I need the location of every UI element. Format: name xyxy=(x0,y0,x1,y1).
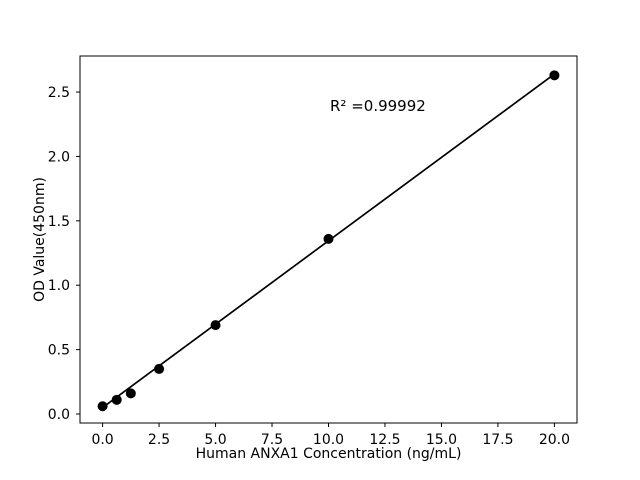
x-tick-label: 0.0 xyxy=(91,432,113,448)
x-tick-label: 17.5 xyxy=(482,432,513,448)
x-axis-label: Human ANXA1 Concentration (ng/mL) xyxy=(196,446,462,462)
x-tick-label: 5.0 xyxy=(204,432,226,448)
data-point xyxy=(549,70,560,81)
x-tick-label: 2.5 xyxy=(148,432,170,448)
data-point xyxy=(97,401,108,412)
x-tick-label: 12.5 xyxy=(369,432,400,448)
data-point xyxy=(154,363,165,374)
x-tick-label: 10.0 xyxy=(313,432,344,448)
r-squared-annotation: R² =0.99992 xyxy=(330,97,426,115)
y-tick-label: 2.5 xyxy=(48,85,70,101)
plot-area: 0.0 2.5 5.0 7.5 10.0 12.5 15.0 17.5 20.0 0.0 0.5 1.… xyxy=(48,55,578,448)
data-point xyxy=(125,388,136,399)
y-tick-label: 2.0 xyxy=(48,149,70,165)
y-tick-label: 0.0 xyxy=(48,407,70,423)
y-tick-label: 1.5 xyxy=(48,214,70,230)
data-point xyxy=(323,233,334,244)
y-tick-label: 0.5 xyxy=(48,343,70,359)
x-tick-label: 15.0 xyxy=(426,432,457,448)
data-point xyxy=(111,394,122,405)
x-tick-label: 7.5 xyxy=(261,432,283,448)
y-axis-label: OD Value(450nm) xyxy=(32,177,48,302)
y-tick-label: 1.0 xyxy=(48,278,70,294)
x-tick-label: 20.0 xyxy=(539,432,570,448)
data-point xyxy=(210,320,221,331)
